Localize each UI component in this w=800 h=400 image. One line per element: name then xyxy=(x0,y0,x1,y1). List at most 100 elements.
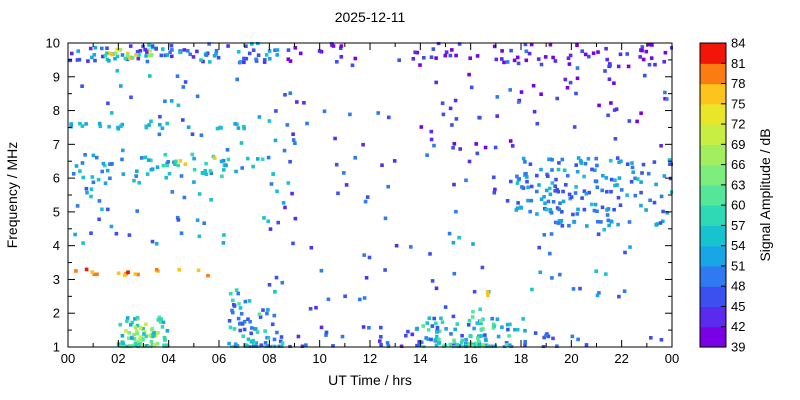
data-point xyxy=(587,54,591,59)
data-point xyxy=(136,344,141,348)
data-point xyxy=(216,55,221,60)
data-point xyxy=(558,201,562,205)
data-point xyxy=(525,175,529,179)
data-point xyxy=(174,159,178,164)
data-point xyxy=(201,171,205,175)
data-point xyxy=(584,343,589,347)
data-point xyxy=(152,330,156,335)
data-point xyxy=(244,56,249,61)
data-point xyxy=(515,181,520,185)
data-point xyxy=(231,310,235,315)
data-point xyxy=(250,42,254,46)
data-point xyxy=(628,245,632,249)
data-point xyxy=(667,158,672,162)
data-point xyxy=(594,156,598,161)
data-point xyxy=(127,331,131,335)
data-point xyxy=(452,344,456,348)
data-point xyxy=(542,233,547,237)
data-point xyxy=(246,317,250,321)
data-point xyxy=(539,62,544,67)
data-point xyxy=(386,184,390,189)
data-point xyxy=(342,171,346,175)
data-point xyxy=(150,44,155,48)
data-point xyxy=(580,49,584,53)
data-point xyxy=(149,167,154,172)
data-point xyxy=(609,101,613,105)
data-point xyxy=(244,343,248,347)
data-point xyxy=(508,139,513,143)
data-point xyxy=(533,331,538,335)
data-point xyxy=(556,167,561,172)
data-point xyxy=(649,56,654,60)
data-point xyxy=(399,344,404,348)
data-point xyxy=(630,161,634,165)
data-point xyxy=(475,321,480,325)
data-point xyxy=(246,156,250,161)
data-point xyxy=(662,174,667,178)
colorbar-tick-label: 51 xyxy=(731,258,745,273)
data-point xyxy=(249,331,253,336)
data-point xyxy=(288,159,292,164)
data-point xyxy=(367,255,372,260)
data-point xyxy=(103,53,108,58)
data-point xyxy=(596,232,601,236)
data-point xyxy=(485,290,490,294)
data-point xyxy=(300,344,305,348)
data-point xyxy=(524,172,528,176)
x-tick-label: 04 xyxy=(161,351,175,366)
data-point xyxy=(475,54,480,58)
data-point xyxy=(246,337,251,342)
data-point xyxy=(424,336,428,340)
data-point xyxy=(89,194,93,199)
data-point xyxy=(546,199,551,204)
data-point xyxy=(615,156,620,160)
data-point xyxy=(604,272,608,276)
data-point xyxy=(612,81,616,85)
data-point xyxy=(469,85,474,90)
data-point xyxy=(564,183,568,187)
data-point xyxy=(274,275,279,280)
data-point xyxy=(262,60,267,64)
data-point xyxy=(447,231,452,236)
data-point xyxy=(427,316,432,320)
colorbar-tick-label: 66 xyxy=(731,157,745,172)
x-tick-label: 18 xyxy=(514,351,528,366)
data-point xyxy=(201,59,205,64)
data-point xyxy=(163,152,168,157)
data-point xyxy=(130,320,134,325)
data-point xyxy=(94,155,99,160)
data-point xyxy=(195,218,200,222)
data-point xyxy=(555,96,559,101)
data-point xyxy=(239,59,243,64)
data-point xyxy=(464,338,468,342)
data-point xyxy=(470,344,474,348)
colorbar-tick-label: 45 xyxy=(731,299,745,314)
data-point xyxy=(639,48,643,52)
data-point xyxy=(574,91,578,96)
colorbar-segment xyxy=(700,265,726,287)
data-point xyxy=(240,166,244,170)
data-point xyxy=(275,189,279,194)
data-point xyxy=(132,178,136,183)
data-point xyxy=(613,137,618,141)
colorbar-segment xyxy=(700,184,726,206)
data-point xyxy=(227,341,231,346)
data-point xyxy=(386,344,391,348)
data-point xyxy=(220,174,224,179)
data-point xyxy=(574,163,578,167)
data-point xyxy=(415,343,419,348)
data-point xyxy=(71,172,76,176)
data-point xyxy=(535,189,539,194)
data-point xyxy=(149,53,154,57)
data-point xyxy=(492,175,496,180)
data-point xyxy=(528,162,533,166)
data-point xyxy=(480,265,485,270)
data-point xyxy=(362,296,367,300)
data-point xyxy=(439,316,443,321)
data-point xyxy=(208,60,212,64)
data-point xyxy=(658,221,663,225)
data-point xyxy=(113,56,117,61)
data-point xyxy=(596,50,600,54)
data-point xyxy=(502,60,506,65)
data-point xyxy=(249,340,254,344)
